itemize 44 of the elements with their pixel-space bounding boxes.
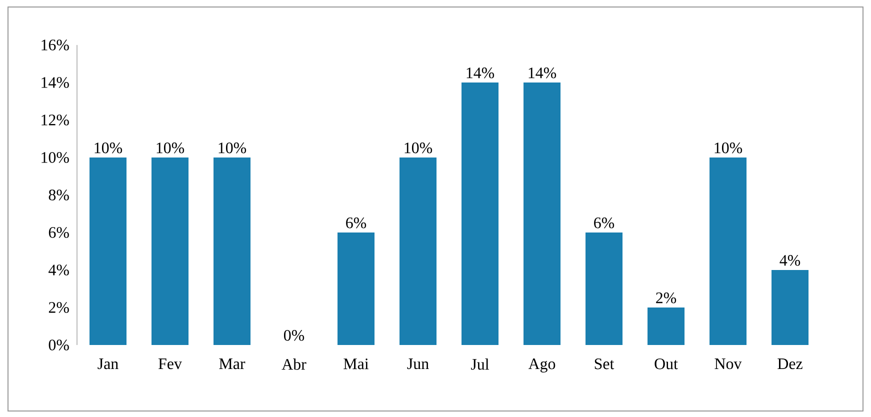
x-tick-label: Dez <box>778 358 802 370</box>
data-label: 4% <box>780 254 800 266</box>
bar <box>772 270 809 345</box>
bar <box>586 232 623 345</box>
data-label: 10% <box>156 142 184 154</box>
data-label: 14% <box>466 67 494 78</box>
y-tick-label: 6% <box>48 227 69 238</box>
y-tick-label: 2% <box>48 302 69 313</box>
x-tick-label: Fev <box>158 358 182 370</box>
y-tick-label: 10% <box>42 152 69 163</box>
bar <box>400 158 437 345</box>
y-tick-label: 4% <box>48 264 69 276</box>
x-tick-label: Jan <box>98 358 118 370</box>
y-tick-label: 8% <box>48 190 69 200</box>
data-label: 10% <box>404 142 432 154</box>
bar <box>90 158 127 345</box>
data-label: 10% <box>94 142 122 154</box>
data-label: 10% <box>714 142 742 154</box>
x-tick-label: Jul <box>471 358 489 370</box>
y-tick-label: 16% <box>42 40 69 50</box>
bar <box>710 158 747 345</box>
y-tick-label: 12% <box>42 114 69 126</box>
x-tick-label: Abr <box>282 358 306 370</box>
data-label: 6% <box>594 217 614 228</box>
y-tick-label: 0% <box>48 340 69 350</box>
x-tick-label: Mai <box>344 358 369 370</box>
x-tick-label: Out <box>654 358 678 370</box>
data-label: 2% <box>656 292 676 304</box>
bar <box>462 82 499 345</box>
bar <box>648 308 685 345</box>
x-tick-label: Nov <box>714 358 742 370</box>
data-label: 14% <box>528 67 556 78</box>
data-label: 0% <box>284 330 304 341</box>
bar <box>338 232 375 345</box>
bar <box>214 158 251 345</box>
x-tick-label: Jun <box>407 358 429 370</box>
data-label: 6% <box>346 217 366 228</box>
x-tick-label: Set <box>594 358 614 370</box>
bar <box>524 82 561 345</box>
y-tick-label: 14% <box>42 77 69 88</box>
x-tick-label: Mar <box>219 358 246 370</box>
data-label: 10% <box>218 142 246 154</box>
x-tick-label: Ago <box>528 358 556 372</box>
bar <box>152 158 189 345</box>
